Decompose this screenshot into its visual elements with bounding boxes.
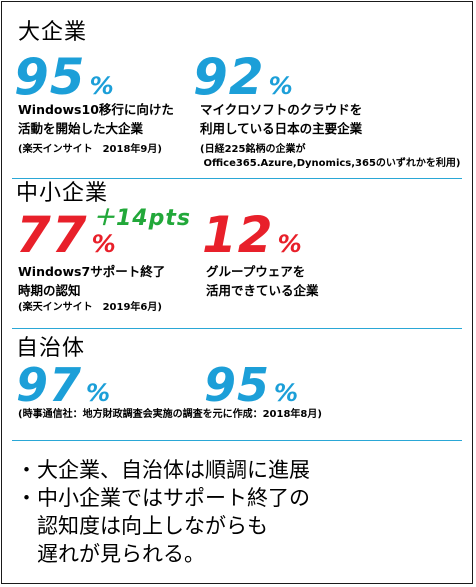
sme-stat1-number: 77 [16,206,88,264]
large-stat2-desc: マイクロソフトのクラウドを 利用している日本の主要企業 [200,102,363,136]
large-stat1-unit: % [89,72,115,100]
municipal-stat2-number: 95 [204,358,271,412]
municipal-stat2-value: 95% [204,362,299,408]
municipal-stat1-unit: % [86,379,112,407]
summary-line-4: 遅れが見られる。 [16,542,205,566]
sme-stat1-source: (楽天インサイト 2019年6月) [18,302,162,313]
sme-stat2-unit: % [277,230,303,258]
municipal-heading: 自治体 [16,336,86,361]
large-company-heading: 大企業 [18,20,88,45]
sme-stat1-desc: Windows7サポート終了 時期の認知 [18,264,166,298]
sme-stat1-unit: % [91,230,117,258]
sme-stat1-delta: ＋14pts [93,206,191,231]
large-stat1-number: 95 [14,48,86,106]
divider-3 [12,440,462,441]
sme-stat1-value: 77% [16,210,117,260]
sme-stat2-number: 12 [202,206,274,264]
municipal-stat1-value: 97% [16,362,111,408]
summary-line-1: ・大企業、自治体は順調に進展 [16,458,310,482]
large-stat2-source: (日経225銘柄の企業が Office365.Azure,Dynomics,36… [200,144,461,169]
large-stat1-source: (楽天インサイト 2018年9月) [18,144,162,155]
large-stat2-value: 92% [193,52,294,102]
sme-heading: 中小企業 [16,181,109,206]
divider-2 [12,328,462,329]
municipal-stat2-unit: % [274,379,300,407]
sme-stat2-desc: グループウェアを 活用できている企業 [206,264,319,298]
summary-line-2: ・中小企業ではサポート終了の [16,486,310,510]
large-stat2-number: 92 [193,48,265,106]
summary-line-3: 認知度は向上しながらも [16,514,268,538]
municipal-source: (時事通信社：地方財政調査会実施の調査を元に作成：2018年8月) [18,409,322,420]
large-stat1-desc: Windows10移行に向けた 活動を開始した大企業 [18,102,174,136]
sme-stat2-value: 12% [202,210,303,260]
municipal-stat1-number: 97 [16,358,83,412]
divider-1 [12,178,462,179]
large-stat2-unit: % [268,72,294,100]
large-stat1-value: 95% [14,52,115,102]
